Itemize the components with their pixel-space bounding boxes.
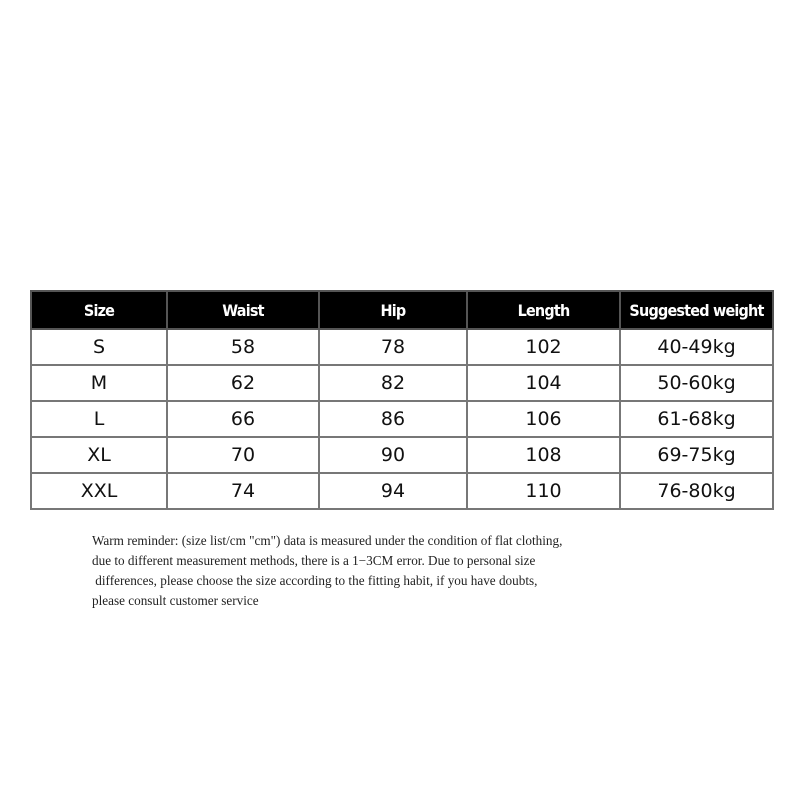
cell-size: M — [30, 364, 168, 402]
note-line: due to different measurement methods, th… — [92, 553, 536, 568]
note-line: differences, please choose the size acco… — [92, 573, 538, 588]
cell-hip: 82 — [318, 364, 468, 402]
table-row: XL 70 90 108 69-75kg — [30, 436, 774, 474]
table-row: S 58 78 102 40-49kg — [30, 328, 774, 366]
cell-suggested-weight: 61-68kg — [619, 400, 774, 438]
header-hip: Hip — [318, 290, 468, 330]
cell-size: S — [30, 328, 168, 366]
table-row: XXL 74 94 110 76-80kg — [30, 472, 774, 510]
warm-reminder-note: Warm reminder: (size list/cm "cm") data … — [92, 531, 732, 611]
cell-size: XL — [30, 436, 168, 474]
note-line: please consult customer service — [92, 593, 259, 608]
cell-suggested-weight: 76-80kg — [619, 472, 774, 510]
cell-suggested-weight: 69-75kg — [619, 436, 774, 474]
cell-length: 102 — [466, 328, 621, 366]
cell-hip: 94 — [318, 472, 468, 510]
cell-size: L — [30, 400, 168, 438]
cell-length: 104 — [466, 364, 621, 402]
table-row: M 62 82 104 50-60kg — [30, 364, 774, 402]
cell-length: 108 — [466, 436, 621, 474]
cell-size: XXL — [30, 472, 168, 510]
cell-length: 106 — [466, 400, 621, 438]
header-waist: Waist — [166, 290, 320, 330]
table-row: L 66 86 106 61-68kg — [30, 400, 774, 438]
size-chart-table: Size Waist Hip Length Suggested weight S… — [30, 290, 774, 510]
cell-waist: 58 — [166, 328, 320, 366]
cell-waist: 62 — [166, 364, 320, 402]
note-line: Warm reminder: (size list/cm "cm") data … — [92, 533, 563, 548]
cell-hip: 78 — [318, 328, 468, 366]
cell-hip: 86 — [318, 400, 468, 438]
header-size: Size — [30, 290, 168, 330]
cell-suggested-weight: 40-49kg — [619, 328, 774, 366]
cell-length: 110 — [466, 472, 621, 510]
cell-waist: 66 — [166, 400, 320, 438]
cell-suggested-weight: 50-60kg — [619, 364, 774, 402]
cell-waist: 70 — [166, 436, 320, 474]
cell-waist: 74 — [166, 472, 320, 510]
table-header-row: Size Waist Hip Length Suggested weight — [30, 290, 774, 330]
header-suggested-weight: Suggested weight — [619, 290, 774, 330]
cell-hip: 90 — [318, 436, 468, 474]
header-length: Length — [466, 290, 621, 330]
